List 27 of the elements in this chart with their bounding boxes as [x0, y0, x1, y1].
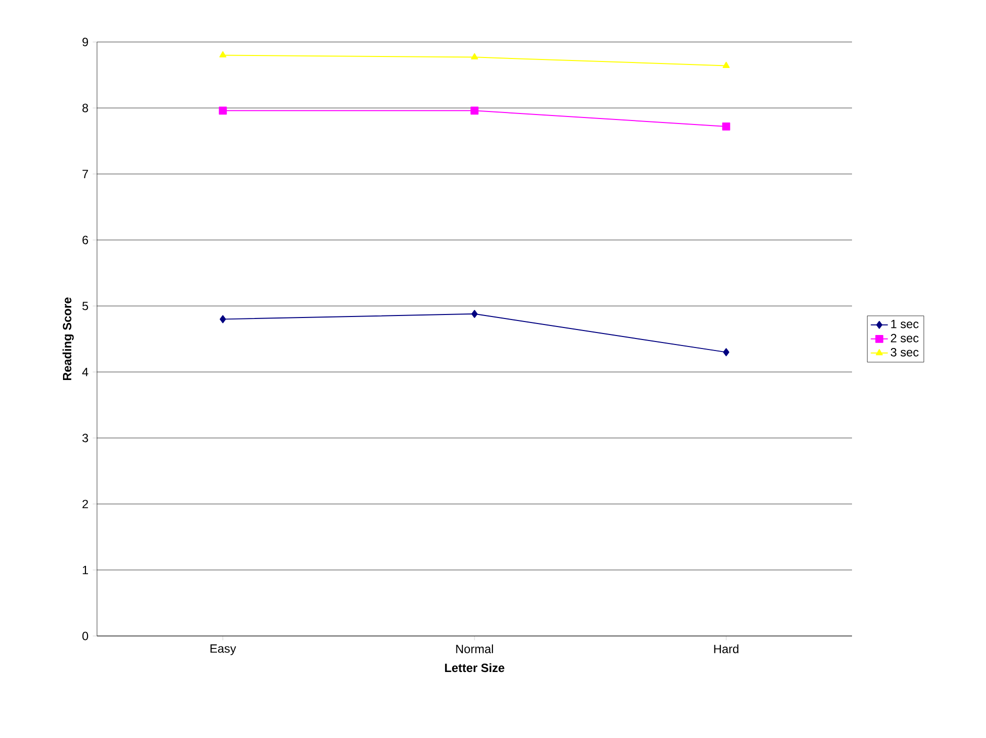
legend-label: 2 sec [890, 334, 919, 342]
y-axis-title: Reading Score [62, 298, 74, 380]
x-tick-label: Normal [456, 644, 493, 654]
x-tick-label: Hard [714, 644, 738, 654]
y-tick-label: 1 [82, 566, 88, 574]
point [220, 315, 226, 324]
y-tick-label: 6 [82, 236, 88, 244]
point [722, 62, 730, 68]
point [471, 310, 478, 318]
y-tick-label: 4 [82, 368, 88, 376]
point [470, 53, 478, 60]
point [722, 122, 730, 130]
point [218, 106, 227, 115]
y-tick-label: 3 [82, 434, 88, 442]
y-tick-label: 9 [82, 38, 88, 46]
x-tick-label: Easy [210, 644, 236, 656]
y-tick-label: 2 [82, 500, 88, 508]
y-tick-label: 7 [82, 170, 88, 178]
y-tick-label: 5 [82, 302, 88, 310]
point [470, 106, 478, 115]
point [723, 348, 730, 356]
y-tick-label: 0 [82, 632, 88, 640]
legend-label: 1 sec [891, 320, 919, 328]
y-tick-label: 8 [82, 104, 88, 112]
point [219, 51, 226, 58]
x-axis-title: Letter Size [445, 663, 504, 672]
legend-label: 3 sec [890, 348, 919, 356]
